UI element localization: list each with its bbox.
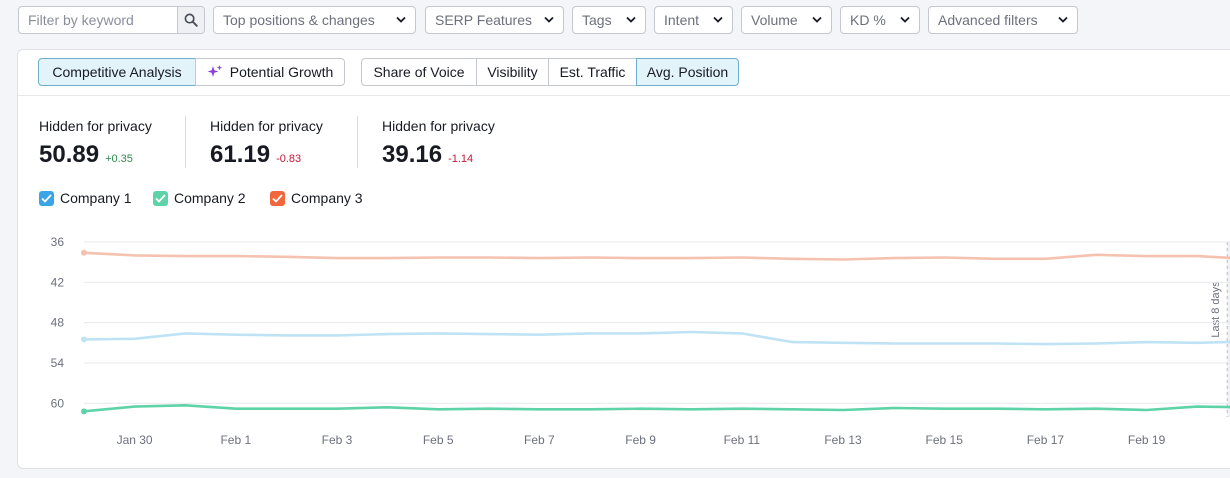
checkbox-checked-icon[interactable] — [153, 190, 168, 206]
tab-potential-growth[interactable]: Potential Growth — [195, 58, 345, 86]
series-start-point — [81, 336, 87, 343]
search-button[interactable] — [177, 7, 204, 33]
metric-delta: +0.35 — [105, 153, 133, 165]
tags-dropdown[interactable]: Tags — [572, 6, 646, 34]
series-start-point — [81, 249, 87, 256]
series-start-point — [81, 408, 87, 415]
position-tracking-card: Competitive Analysis Potential Growth Sh… — [17, 49, 1230, 469]
tab-label: Est. Traffic — [559, 64, 626, 80]
legend-label: Company 3 — [291, 190, 363, 206]
y-tick-label: 36 — [51, 235, 65, 249]
tab-label: Share of Voice — [373, 64, 465, 80]
tab-label: Competitive Analysis — [52, 64, 182, 80]
x-tick-label: Feb 9 — [625, 433, 656, 447]
last-period-shade — [1227, 242, 1230, 417]
legend-company-2[interactable]: Company 2 — [153, 189, 246, 207]
tab-label: Visibility — [487, 64, 538, 80]
dropdown-label: Advanced filters — [938, 12, 1038, 28]
sparkle-icon — [207, 65, 222, 77]
metric-label: Hidden for privacy — [210, 118, 323, 134]
tab-avg-position[interactable]: Avg. Position — [636, 58, 739, 86]
dropdown-label: SERP Features — [435, 12, 533, 28]
chevron-down-icon — [900, 16, 910, 23]
metric-value: 50.89 +0.35 — [39, 141, 133, 168]
x-tick-label: Jan 30 — [117, 433, 153, 447]
summary-metric-2: Hidden for privacy 61.19 -0.83 — [210, 118, 323, 168]
legend-label: Company 2 — [174, 190, 246, 206]
legend-company-3[interactable]: Company 3 — [270, 189, 363, 207]
x-tick-label: Feb 13 — [824, 433, 862, 447]
y-tick-label: 60 — [51, 396, 65, 410]
tab-label: Potential Growth — [229, 64, 334, 80]
metric-label: Hidden for privacy — [39, 118, 152, 134]
tab-competitive-analysis[interactable]: Competitive Analysis — [38, 58, 196, 86]
chevron-down-icon — [812, 16, 822, 23]
tab-label: Avg. Position — [646, 64, 729, 80]
dropdown-label: Top positions & changes — [223, 12, 375, 28]
metric-value: 61.19 -0.83 — [210, 141, 302, 168]
summary-metric-1: Hidden for privacy 50.89 +0.35 — [39, 118, 152, 168]
divider — [185, 116, 186, 168]
volume-dropdown[interactable]: Volume — [741, 6, 832, 34]
advanced-filters-dropdown[interactable]: Advanced filters — [928, 6, 1078, 34]
metric-label: Hidden for privacy — [382, 118, 495, 134]
y-tick-label: 42 — [51, 275, 65, 289]
x-tick-label: Feb 3 — [322, 433, 353, 447]
dropdown-label: Volume — [751, 12, 798, 28]
legend-company-1[interactable]: Company 1 — [39, 189, 132, 207]
x-tick-label: Feb 5 — [423, 433, 454, 447]
dropdown-label: KD % — [850, 12, 886, 28]
dropdown-label: Tags — [582, 12, 612, 28]
legend-label: Company 1 — [60, 190, 132, 206]
checkbox-checked-icon[interactable] — [270, 190, 285, 206]
tab-visibility[interactable]: Visibility — [476, 58, 549, 86]
chevron-down-icon — [396, 16, 406, 23]
search-icon — [184, 13, 198, 27]
serp-features-dropdown[interactable]: SERP Features — [425, 6, 564, 34]
chevron-down-icon — [544, 16, 554, 23]
x-tick-label: Feb 17 — [1027, 433, 1065, 447]
metric-delta: -1.14 — [448, 153, 474, 165]
tab-est-traffic[interactable]: Est. Traffic — [548, 58, 637, 86]
y-tick-label: 54 — [51, 356, 65, 370]
intent-dropdown[interactable]: Intent — [654, 6, 733, 34]
x-tick-label: Feb 7 — [524, 433, 555, 447]
x-tick-label: Feb 1 — [220, 433, 251, 447]
metric-value: 39.16 -1.14 — [382, 141, 474, 168]
checkbox-checked-icon[interactable] — [39, 190, 54, 206]
series-line-company-1 — [83, 330, 1230, 346]
chevron-down-icon — [713, 16, 723, 23]
keyword-search-input[interactable] — [19, 7, 179, 33]
metric-delta: -0.83 — [276, 153, 302, 165]
last-period-annotation: Last 8 days — [1210, 281, 1222, 338]
kd-dropdown[interactable]: KD % — [840, 6, 920, 34]
series-line-company-2 — [83, 404, 1230, 413]
divider — [357, 116, 358, 168]
series-line-company-3 — [83, 251, 1230, 261]
dropdown-label: Intent — [664, 12, 700, 28]
filter-bar: Top positions & changes SERP Features Ta… — [0, 0, 1230, 44]
top-positions-dropdown[interactable]: Top positions & changes — [213, 6, 416, 34]
x-tick-label: Feb 15 — [926, 433, 964, 447]
tab-share-of-voice[interactable]: Share of Voice — [361, 58, 477, 86]
chevron-down-icon — [626, 16, 636, 23]
y-tick-label: 48 — [51, 316, 65, 330]
summary-metric-3: Hidden for privacy 39.16 -1.14 — [382, 118, 495, 168]
x-tick-label: Feb 11 — [724, 433, 761, 447]
x-tick-label: Feb 19 — [1128, 433, 1166, 447]
chevron-down-icon — [1058, 16, 1068, 23]
avg-position-chart: Last 8 days 36 42 48 54 60 Jan 30 Feb 1 Feb 3 Feb… — [51, 235, 1230, 447]
keyword-search — [18, 6, 205, 34]
tabs-row: Competitive Analysis Potential Growth Sh… — [18, 50, 1230, 96]
